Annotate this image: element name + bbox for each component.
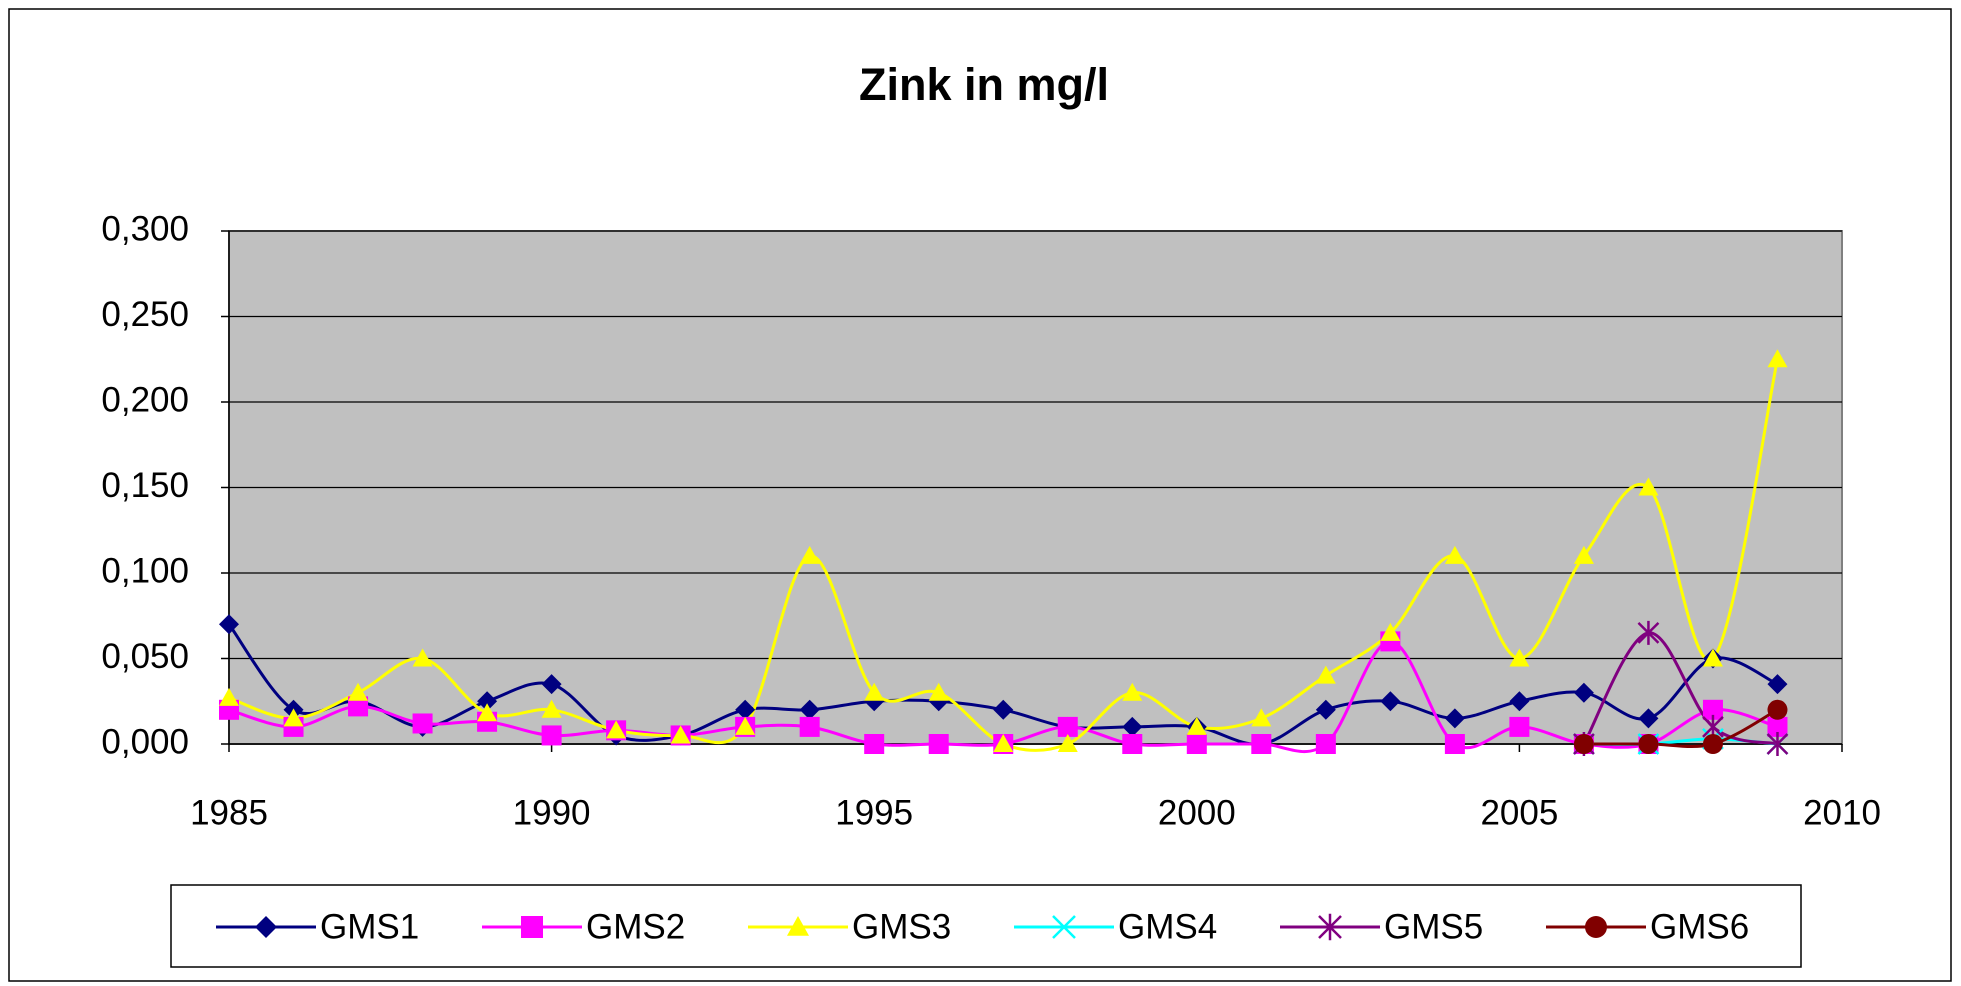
marker [283, 708, 304, 727]
marker [1702, 734, 1723, 754]
marker [412, 713, 433, 734]
marker [1057, 734, 1078, 752]
marker [670, 725, 691, 744]
marker [1767, 674, 1788, 695]
marker [1122, 716, 1143, 737]
marker [477, 691, 498, 712]
marker [799, 545, 820, 564]
x-tick-label: 2005 [1480, 793, 1558, 832]
marker [1444, 545, 1465, 564]
marker [1638, 477, 1659, 496]
marker [993, 734, 1014, 752]
marker [541, 725, 562, 746]
marker [1573, 545, 1594, 564]
marker [864, 734, 885, 754]
marker [1638, 734, 1659, 754]
marker [928, 682, 949, 701]
marker [1315, 734, 1336, 754]
y-tick-label: 0,250 [101, 295, 189, 334]
legend-marker [787, 916, 809, 936]
x-tick-label: 1990 [513, 793, 591, 832]
marker [1767, 699, 1788, 720]
y-tick-label: 0,150 [101, 466, 189, 505]
marker [1315, 665, 1336, 684]
marker [864, 682, 885, 701]
legend-marker [1318, 913, 1342, 941]
marker [1573, 682, 1594, 703]
marker [1573, 734, 1594, 754]
marker [993, 699, 1014, 720]
marker [1186, 734, 1207, 754]
marker [1380, 622, 1401, 641]
marker [1122, 682, 1143, 701]
x-tick-label: 2000 [1158, 793, 1236, 832]
y-tick-label: 0,000 [101, 722, 189, 761]
legend-label: GMS1 [320, 907, 419, 946]
marker [1702, 648, 1723, 667]
marker [1638, 708, 1659, 729]
marker [541, 674, 562, 695]
legend-label: GMS6 [1650, 907, 1749, 946]
series-line [1583, 708, 1779, 749]
marker [1767, 716, 1788, 737]
chart-title: Zink in mg/l [859, 59, 1109, 110]
marker [1702, 699, 1723, 720]
marker [348, 696, 369, 717]
legend-marker [1585, 916, 1607, 938]
y-tick-label: 0,300 [101, 209, 189, 248]
marker [1315, 699, 1336, 720]
y-tick-label: 0,050 [101, 637, 189, 676]
marker [799, 699, 820, 720]
y-tick-label: 0,100 [101, 551, 189, 590]
marker [1251, 734, 1272, 754]
marker [928, 734, 949, 754]
marker [1057, 716, 1078, 737]
marker [541, 699, 562, 718]
marker [1444, 734, 1465, 754]
marker [1122, 734, 1143, 754]
marker [348, 682, 369, 701]
legend-label: GMS4 [1118, 907, 1217, 946]
marker [735, 716, 756, 735]
marker [1380, 691, 1401, 712]
marker [1186, 716, 1207, 735]
marker [606, 720, 627, 739]
y-tick-label: 0,200 [101, 380, 189, 419]
marker [1767, 349, 1788, 368]
x-tick-label: 1985 [190, 793, 268, 832]
x-tick-label: 1995 [835, 793, 913, 832]
legend-label: GMS5 [1384, 907, 1483, 946]
legend-marker [1052, 915, 1076, 939]
marker [1637, 620, 1660, 645]
marker [1251, 708, 1272, 727]
marker [219, 687, 239, 706]
legend-marker [521, 916, 543, 938]
marker [1444, 708, 1465, 729]
legend-box [170, 884, 1802, 968]
marker [477, 703, 498, 722]
marker [219, 614, 239, 635]
legend-label: GMS3 [852, 907, 951, 946]
series-line [1582, 631, 1778, 746]
legend-label: GMS2 [586, 907, 685, 946]
marker [1509, 716, 1530, 737]
legend-marker [255, 916, 277, 938]
marker [412, 648, 433, 667]
marker [735, 699, 756, 720]
x-tick-label: 2010 [1803, 793, 1881, 832]
marker [1766, 732, 1789, 756]
marker [799, 716, 820, 737]
marker [1509, 691, 1530, 712]
marker [1509, 648, 1530, 667]
